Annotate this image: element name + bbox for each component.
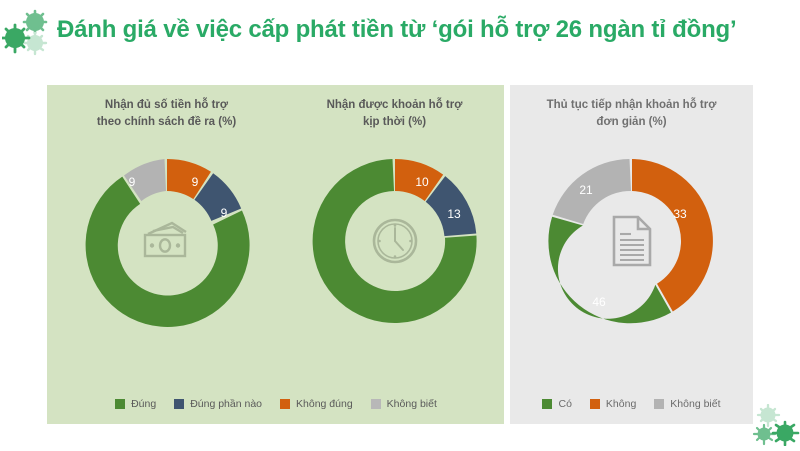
slice-khong-biet[interactable] [552,159,631,225]
legend-label: Đúng [131,398,157,410]
chart-block-clock: Nhận được khoản hỗ trợ kịp thời (%) 10 1… [288,97,501,336]
slice-value-khong-biet: 9 [128,175,135,189]
slice-value-dung-phan-nao: 13 [447,207,461,221]
chart-title: Thủ tục tiếp nhận khoản hỗ trợ đơn giản … [546,99,717,128]
donut-chart-document: 33 46 21 [537,146,727,336]
slice-value-khong-dung: 9 [191,175,198,189]
legend-item[interactable]: Đúng phần nào [174,398,262,410]
slice-value-khong-dung: 10 [415,175,429,189]
legend-swatch-icon [370,399,381,409]
slice-dung-phan-nao[interactable] [425,176,476,237]
slice-value-khong-biet: 21 [579,183,593,197]
legend-left: Đúng Đúng phần nào Không đúng Không biết [60,398,492,410]
virus-icon [0,8,54,63]
legend-item[interactable]: Không [589,398,637,410]
legend-swatch-icon [542,399,553,409]
legend-label: Không biết [386,398,437,410]
panel-green-charts [47,85,504,424]
virus-icon [752,403,800,451]
legend-label: Đúng phần nào [190,398,263,410]
slice-khong[interactable] [631,159,713,312]
slice-dung[interactable] [312,159,477,324]
donut-chart-clock: 10 13 [300,146,490,336]
legend-swatch-icon [174,399,185,409]
legend-swatch-icon [280,399,291,409]
donut-chart-money: 9 9 9 [72,146,262,336]
donut-svg: 33 46 21 [547,159,713,324]
page-title: Đánh giá về việc cấp phát tiền từ ‘gói h… [57,16,737,43]
chart-title: Nhận được khoản hỗ trợ kịp thời (%) [326,99,463,128]
slice-co[interactable] [547,217,671,324]
legend-item[interactable]: Có [542,398,572,410]
donut-svg: 10 13 [312,159,477,324]
document-icon [612,216,651,267]
legend-right: Có Không Không biết [520,398,743,410]
legend-item[interactable]: Không biết [654,398,721,410]
legend-item[interactable]: Đúng [115,398,156,410]
chart-title: Nhận đủ số tiền hỗ trợ theo chính sách đ… [96,99,237,128]
legend-swatch-icon [115,399,126,409]
legend-label: Có [558,398,572,410]
chart-block-document: Thủ tục tiếp nhận khoản hỗ trợ đơn giản … [520,97,743,336]
slice-dung-phan-nao[interactable] [193,173,241,222]
slice-khong-biet[interactable] [123,159,166,202]
legend-swatch-icon [589,399,600,409]
slice-value-co: 46 [592,295,606,309]
legend-label: Không biết [670,398,721,410]
slice-value-dung-phan-nao: 9 [220,206,227,220]
legend-label: Không [605,398,637,410]
slice-dung[interactable] [85,176,250,328]
legend-label: Không đúng [296,398,353,410]
slice-khong-dung[interactable] [394,159,443,202]
money-icon [143,221,187,258]
page-header: Đánh giá về việc cấp phát tiền từ ‘gói h… [0,0,800,72]
donut-svg: 9 9 9 [85,159,250,328]
slice-khong-dung[interactable] [166,159,211,200]
clock-icon [372,219,417,264]
chart-block-money: Nhận đủ số tiền hỗ trợ theo chính sách đ… [60,97,273,336]
legend-swatch-icon [654,399,665,409]
slice-value-khong: 33 [673,207,687,221]
legend-item[interactable]: Không đúng [280,398,353,410]
legend-item[interactable]: Không biết [370,398,437,410]
